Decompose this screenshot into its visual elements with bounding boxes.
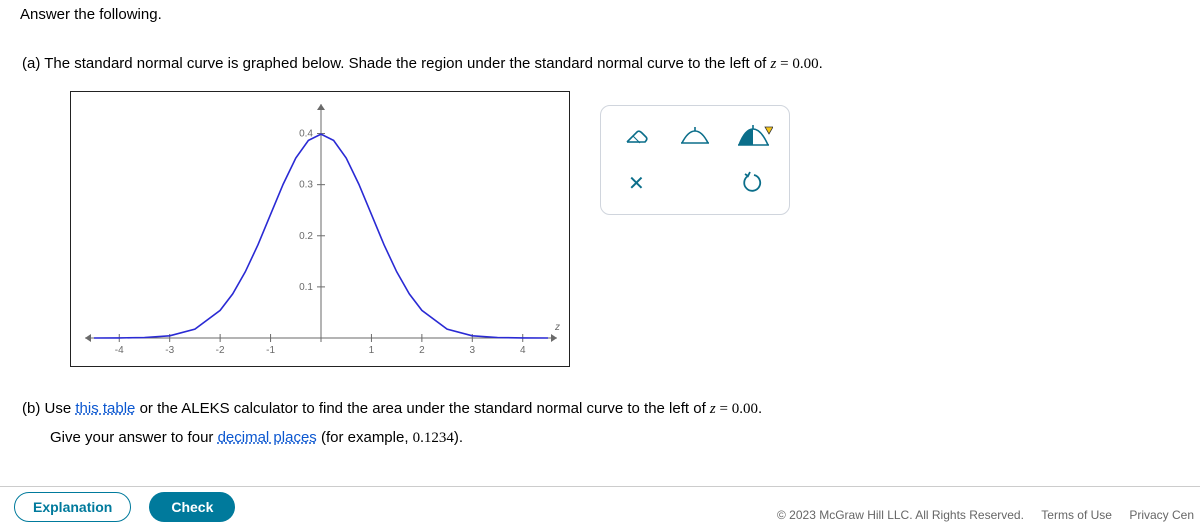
shading-toolbar: ✕ (600, 105, 790, 215)
part-b-line2c: ). (454, 429, 463, 446)
eraser-tool[interactable] (611, 117, 661, 157)
this-table-link[interactable]: this table (75, 400, 135, 417)
equals-sign-b: = (716, 401, 732, 417)
decimal-places-link[interactable]: decimal places (218, 429, 317, 446)
clear-button[interactable]: ✕ (611, 163, 661, 203)
copyright-text: © 2023 McGraw Hill LLC. All Rights Reser… (777, 508, 1024, 522)
shade-left-tool[interactable] (729, 117, 779, 157)
part-b-text: (b) Use this table or the ALEKS calculat… (0, 367, 1200, 452)
equals-sign: = (776, 56, 792, 72)
shade-left-icon (735, 123, 773, 151)
part-b-seg2: or the ALEKS calculator to find the area… (135, 400, 710, 417)
svg-text:4: 4 (520, 345, 526, 356)
svg-text:-3: -3 (165, 345, 174, 356)
undo-icon (742, 171, 766, 195)
part-a-period: . (819, 55, 823, 72)
main-instruction: Answer the following. (0, 0, 1200, 23)
chart-svg: -4 -3 -2 -1 1 2 3 4 0.1 0.2 0.3 0.4 z (71, 92, 571, 368)
eraser-icon (621, 125, 651, 149)
svg-text:z: z (554, 322, 560, 333)
svg-text:3: 3 (470, 345, 476, 356)
z-value: 0.00 (792, 56, 818, 72)
privacy-link[interactable]: Privacy Cen (1129, 508, 1194, 522)
footer-text: © 2023 McGraw Hill LLC. All Rights Reser… (757, 504, 1200, 526)
tool-row-1 (607, 114, 783, 160)
svg-text:1: 1 (369, 345, 375, 356)
svg-text:0.4: 0.4 (299, 129, 313, 140)
part-b-line2b: (for example, (317, 429, 413, 446)
deselect-tool[interactable] (670, 117, 720, 157)
normal-curve-chart[interactable]: -4 -3 -2 -1 1 2 3 4 0.1 0.2 0.3 0.4 z (70, 91, 570, 367)
toolbar-spacer (670, 163, 720, 203)
svg-text:0.3: 0.3 (299, 180, 313, 191)
part-a-body: The standard normal curve is graphed bel… (40, 55, 770, 72)
svg-text:-2: -2 (216, 345, 225, 356)
svg-text:-1: -1 (266, 345, 275, 356)
part-b-label: (b) (22, 400, 40, 417)
bottom-bar: Explanation Check © 2023 McGraw Hill LLC… (0, 486, 1200, 526)
z-value-b: 0.00 (732, 401, 758, 417)
part-a-label: (a) (22, 55, 40, 72)
check-button[interactable]: Check (149, 492, 235, 522)
deselect-icon (678, 125, 712, 149)
terms-link[interactable]: Terms of Use (1041, 508, 1112, 522)
part-a-text: (a) The standard normal curve is graphed… (0, 23, 1200, 73)
svg-text:0.1: 0.1 (299, 282, 313, 293)
part-b-period: . (758, 400, 762, 417)
part-b-line2a: Give your answer to four (50, 429, 218, 446)
svg-text:0.2: 0.2 (299, 231, 313, 242)
svg-text:2: 2 (419, 345, 425, 356)
close-icon: ✕ (628, 171, 645, 196)
explanation-button[interactable]: Explanation (14, 492, 131, 522)
part-b-seg1: Use (40, 400, 75, 417)
undo-button[interactable] (729, 163, 779, 203)
svg-text:-4: -4 (115, 345, 124, 356)
tool-row-2: ✕ (607, 160, 783, 206)
example-value: 0.1234 (413, 430, 454, 446)
